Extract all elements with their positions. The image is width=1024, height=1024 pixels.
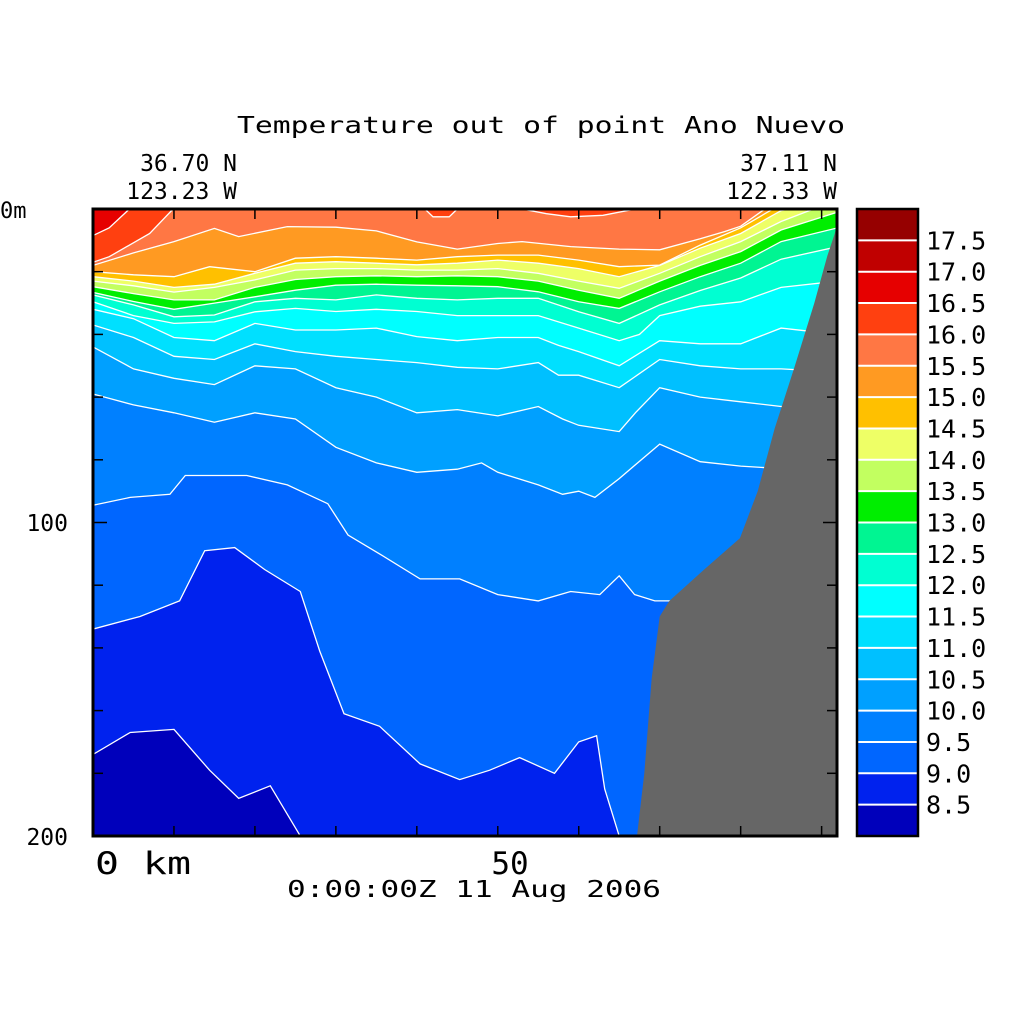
colorbar-label: 12.5: [926, 540, 986, 569]
isotherm-16: [521, 209, 636, 218]
colorbar-swatch-16: [857, 303, 918, 335]
colorbar-label: 11.5: [926, 603, 986, 632]
isotherm-12: [93, 280, 837, 342]
colorbar-swatch-10: [857, 491, 918, 523]
isotherm-9.5: [93, 474, 837, 602]
colorbar-label: 15.5: [926, 352, 986, 381]
end-longitude: 122.33 W: [726, 179, 837, 205]
colorbar-swatch-13: [857, 397, 918, 429]
colorbar-label: 15.0: [926, 383, 986, 412]
colorbar-swatch-17: [857, 271, 918, 304]
colorbar-swatch-15: [857, 334, 918, 367]
colorbar-swatch-4: [857, 679, 918, 712]
y-tick-label-0: 0m: [0, 199, 27, 224]
colorbar-swatch-14: [857, 365, 918, 398]
colorbar-swatch-19: [857, 209, 918, 241]
x-tick-label-50: 50: [491, 846, 528, 882]
end-latitude: 37.11 N: [740, 151, 837, 177]
colorbar-swatch-12: [857, 428, 918, 461]
colorbar-swatch-11: [857, 459, 918, 492]
isotherm-10.5: [93, 346, 837, 433]
colorbar-label: 11.0: [926, 634, 986, 663]
isotherm-13.5: [93, 211, 837, 301]
x-axis-start-label: 0 km: [95, 846, 191, 882]
isotherm-11: [93, 324, 837, 389]
isotherm-14.5: [93, 209, 837, 289]
y-tick-label-200: 200: [26, 825, 68, 851]
isotherm-16: [93, 209, 837, 263]
colorbar-swatch-2: [857, 741, 918, 774]
y-tick-label-100: 100: [26, 511, 68, 537]
temperature-band-above-15.5: [93, 209, 837, 266]
colorbar-swatch-5: [857, 647, 918, 680]
isotherm-14: [93, 209, 837, 293]
colorbar-swatch-8: [857, 553, 918, 586]
colorbar-label: 14.0: [926, 446, 986, 475]
colorbar-label: 10.0: [926, 697, 986, 726]
colorbar-swatch-0: [857, 804, 918, 837]
isotherm-10: [93, 393, 837, 499]
colorbar-swatch-6: [857, 616, 918, 649]
isotherm-16.5: [93, 209, 837, 237]
seafloor-bathymetry: [637, 224, 837, 836]
axes: [93, 209, 837, 836]
isotherm-16: [423, 209, 459, 218]
plot-area: [93, 209, 837, 836]
isotherm-12.5: [93, 246, 837, 325]
colorbar: 8.5 9.09.510.0 10.511.011.5 12.012.513.0 13.…: [855, 207, 986, 838]
colorbar-swatch-18: [857, 240, 918, 273]
isotherm-8.5: [93, 728, 301, 836]
colorbar-label: 8.5: [926, 791, 971, 820]
colorbar-swatch-9: [857, 522, 918, 555]
colorbar-swatch-3: [857, 710, 918, 743]
chart-title: Temperature out of point Ano Nuevo: [237, 113, 845, 139]
colorbar-frame: [855, 207, 920, 838]
isotherm-15.5: [93, 209, 837, 267]
colorbar-label: 9.0: [926, 759, 971, 788]
isotherm-15: [93, 209, 837, 278]
start-latitude: 36.70 N: [140, 151, 237, 177]
colorbar-label: 13.0: [926, 509, 986, 538]
start-longitude: 123.23 W: [126, 179, 237, 205]
colorbar-label: 16.5: [926, 289, 986, 318]
colorbar-label: 16.0: [926, 320, 986, 349]
colorbar-label: 17.5: [926, 226, 986, 255]
plot-frame: [91, 207, 839, 838]
colorbar-label: 10.5: [926, 665, 986, 694]
colorbar-label: 13.5: [926, 477, 986, 506]
timestamp: 0:00:00Z 11 Aug 2006: [287, 877, 661, 903]
colorbar-swatch-7: [857, 585, 918, 618]
colorbar-swatch-1: [857, 773, 918, 806]
isotherm-9: [93, 546, 620, 836]
temperature-band-above-16: [424, 209, 458, 217]
colorbar-label: 14.5: [926, 414, 986, 443]
colorbar-label: 9.5: [926, 728, 971, 757]
isotherm-13: [93, 227, 837, 310]
colorbar-label: 17.0: [926, 258, 986, 287]
colorbar-label: 12.0: [926, 571, 986, 600]
isotherm-11.5: [93, 308, 837, 367]
